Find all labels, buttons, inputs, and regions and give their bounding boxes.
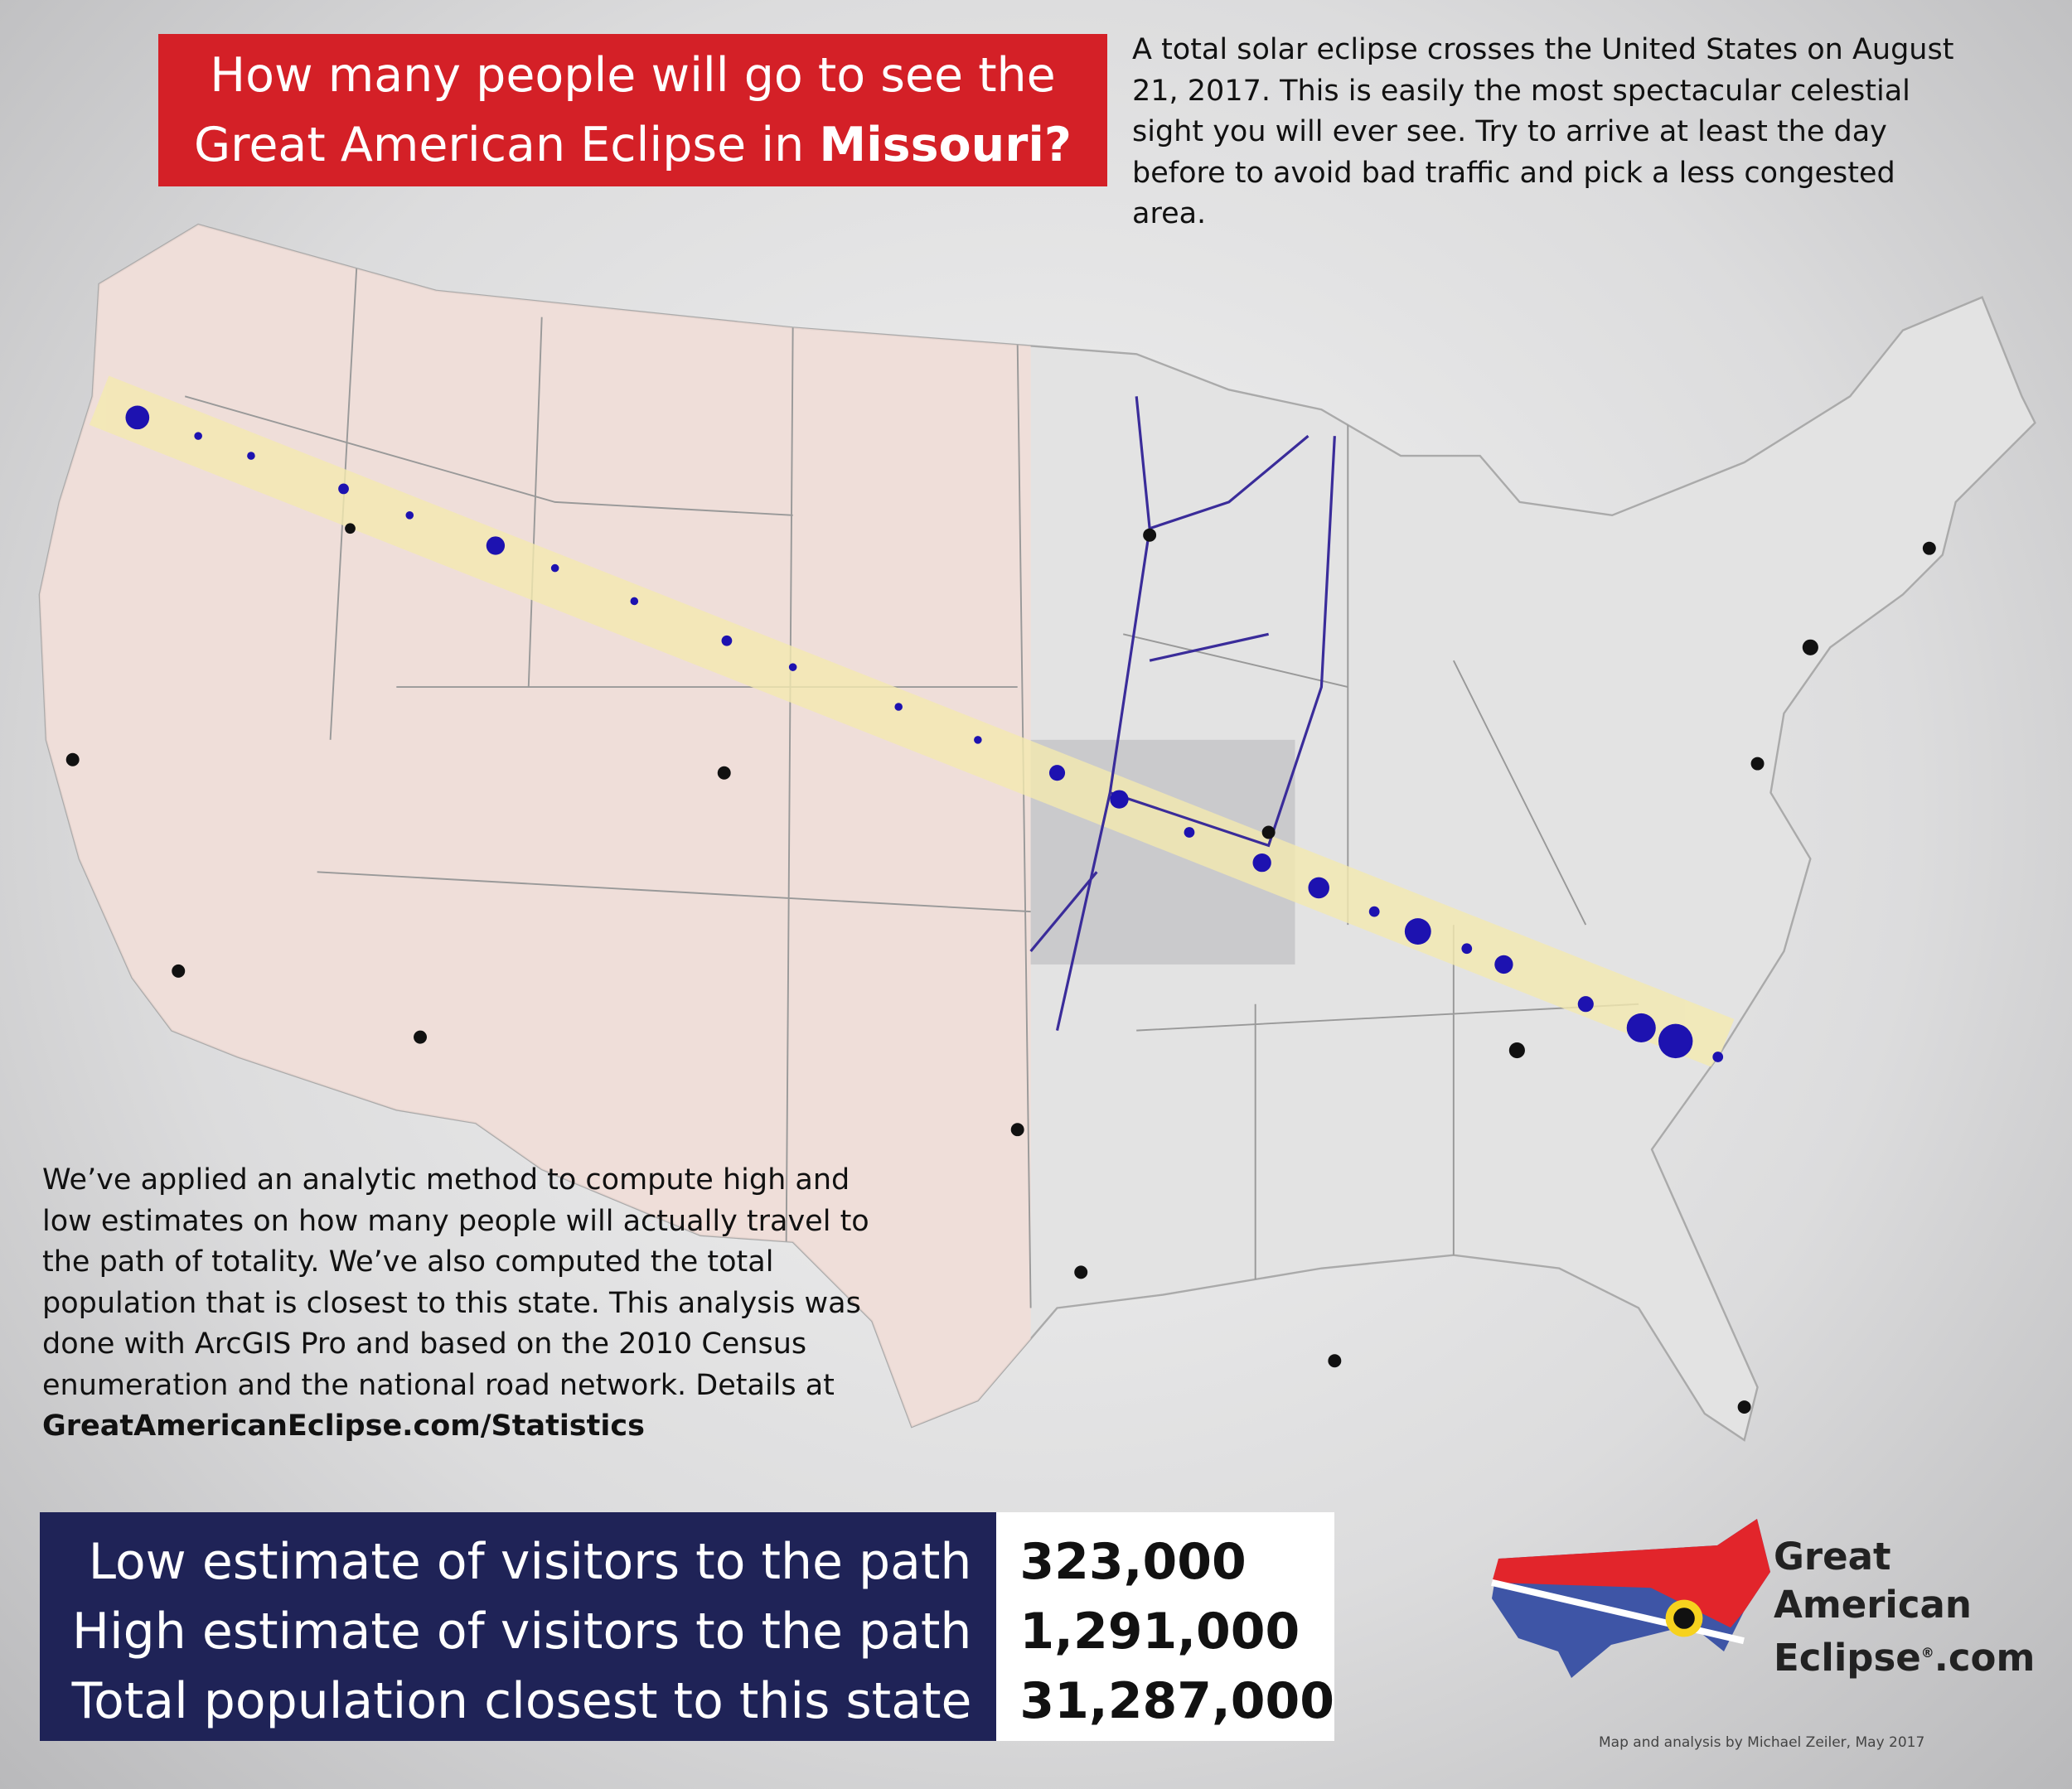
stat-label: Total population closest to this state — [71, 1672, 972, 1730]
city-dots — [65, 523, 1936, 1414]
credit: Map and analysis by Michael Zeiler, May … — [1599, 1734, 1925, 1751]
stat-label: Low estimate of visitors to the path — [88, 1533, 972, 1591]
logo-eclipse: Eclipse — [1774, 1636, 1921, 1680]
stat-labels: Low estimate of visitors to the path High… — [40, 1512, 997, 1741]
path-dots — [125, 405, 1724, 1062]
method: We’ve applied an analytic method to comp… — [42, 1160, 879, 1448]
method-link: GreatAmericanEclipse.com/Statistics — [42, 1409, 645, 1443]
logo-suffix: .com — [1934, 1636, 2036, 1680]
stat-value: 323,000 — [1019, 1533, 1247, 1591]
method-text: We’ve applied an analytic method to comp… — [42, 1163, 869, 1402]
logo-mark: ® — [1920, 1645, 1934, 1661]
stats: Low estimate of visitors to the path High… — [40, 1512, 1334, 1741]
title-state: Missouri? — [819, 118, 1072, 172]
title: How many people will go to see the Great… — [158, 34, 1107, 186]
totality-band — [89, 375, 1735, 1069]
logo-line: American — [1774, 1583, 1972, 1627]
title-text: How many people will go to see the Great… — [194, 48, 1056, 172]
intro: A total solar eclipse crosses the United… — [1132, 33, 1954, 230]
stat-values: 323,000 1,291,000 31,287,000 — [996, 1512, 1334, 1741]
stat-value: 1,291,000 — [1019, 1603, 1300, 1661]
logo-text: Great American Eclipse®.com — [1774, 1533, 2035, 1682]
logo-line: Eclipse®.com — [1774, 1629, 2035, 1682]
logo-map — [1491, 1519, 1770, 1678]
stat-label: High estimate of visitors to the path — [71, 1603, 972, 1661]
stat-value: 31,287,000 — [1019, 1672, 1334, 1730]
logo-line: Great — [1774, 1535, 1891, 1579]
